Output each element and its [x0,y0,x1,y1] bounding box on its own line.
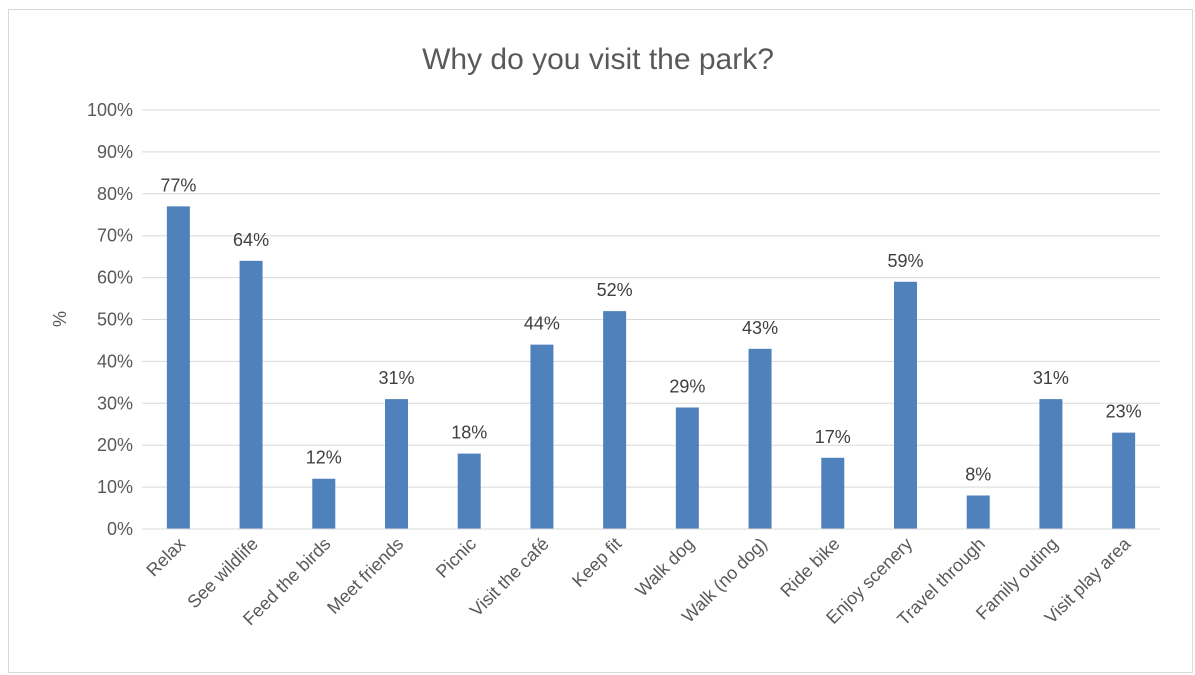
data-label: 44% [524,314,560,334]
data-label: 12% [306,448,342,468]
data-label: 23% [1106,402,1142,422]
x-tick-label: Keep fit [568,534,625,591]
data-label: 8% [965,464,991,484]
x-tick-label: Ride bike [776,534,843,601]
gridlines [142,109,1160,488]
data-label: 18% [451,423,487,443]
bar [312,478,336,529]
bar [603,311,627,529]
bar [457,453,481,529]
data-label: 52% [597,280,633,300]
y-tick-label: 0% [107,519,133,539]
y-tick-label: 50% [97,310,133,330]
bar [239,260,263,529]
x-tick-label: See wildlife [183,534,262,613]
bar [748,348,772,529]
chart-area [8,9,1193,673]
bar [530,344,554,529]
bar [894,281,917,529]
data-label: 31% [378,368,414,388]
bar [821,457,845,529]
x-tick-label: Visit the café [466,534,553,621]
y-tick-label: 90% [97,142,133,162]
y-tick-label: 40% [97,351,133,371]
data-label: 17% [815,427,851,447]
bar [385,399,408,529]
data-label: 31% [1033,368,1069,388]
x-tick-label: Meet friends [323,534,407,618]
y-axis-ticks: 0% 10% 20% 30% 40% 50% 60% 70% 80% 90% 100% [87,100,133,539]
data-label: 59% [887,251,923,271]
y-tick-label: 10% [97,477,133,497]
bar [966,495,990,529]
x-tick-label: Picnic [432,534,480,582]
data-label: 77% [160,175,196,195]
bar [675,407,699,529]
bars [166,206,1136,529]
chart-title: Why do you visit the park? [422,43,774,76]
data-label: 29% [669,376,705,396]
y-tick-label: 60% [97,268,133,288]
x-tick-label: Relax [142,534,189,581]
bar [1112,432,1136,529]
bar [1039,399,1063,529]
y-tick-label: 30% [97,393,133,413]
y-tick-label: 70% [97,226,133,246]
x-tick-label: Walk dog [631,534,698,601]
y-axis-label: % [50,311,70,327]
data-label: 43% [742,318,778,338]
bar [166,206,190,529]
data-label: 64% [233,230,269,250]
y-tick-label: 80% [97,184,133,204]
y-tick-label: 100% [87,100,133,120]
y-tick-label: 20% [97,435,133,455]
data-labels: 77% 64% 12% 31% 18% 44% 52% 29% 43% 17% 59% 8% 31% 23… [160,175,1141,484]
